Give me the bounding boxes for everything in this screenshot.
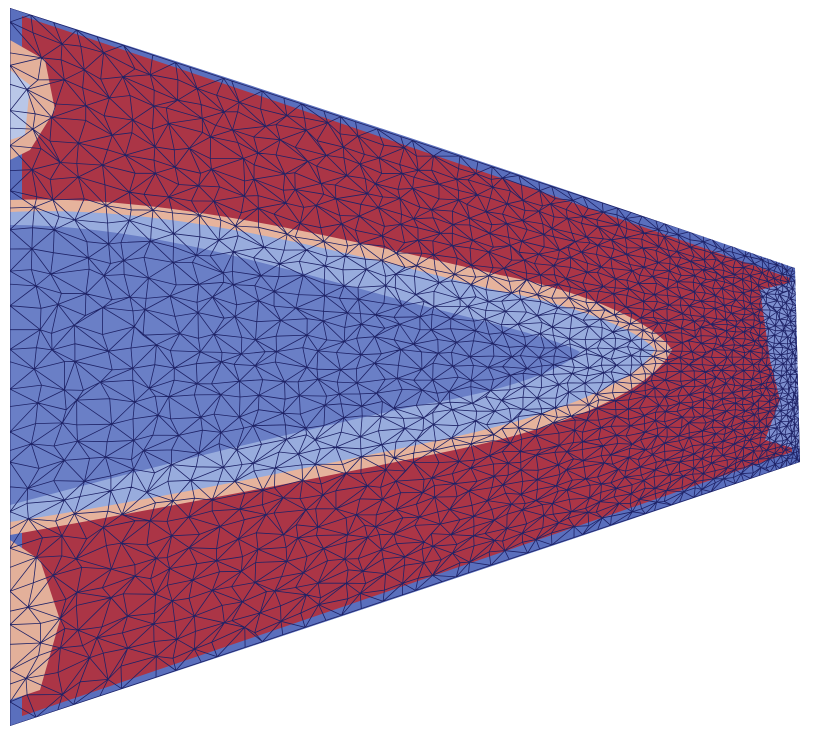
mesh-edges [10,8,800,726]
field-regions [10,8,800,726]
pale-patch [10,540,60,700]
